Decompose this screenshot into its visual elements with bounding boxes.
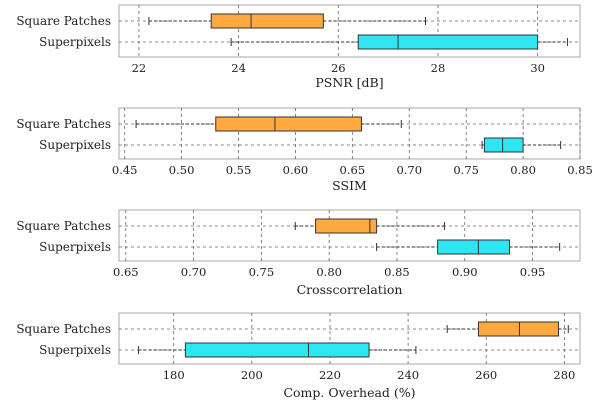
- x-tick-label: 0.75: [249, 265, 275, 279]
- x-tick-label: 30: [530, 61, 545, 75]
- chart-panel-2: 0.45 0.50 0.55 0.60 0.65 0.70 0.75 0.80 0.85 Squa…: [16, 107, 593, 193]
- x-tick-label: 240: [397, 368, 419, 382]
- x-tick-label: 0.60: [283, 163, 309, 177]
- x-tick-label: 24: [231, 61, 246, 75]
- iqr-box: [483, 137, 524, 153]
- plot-frame: [118, 209, 581, 262]
- category-label: Superpixels: [39, 35, 111, 49]
- box-superpixels: [230, 34, 569, 50]
- x-tick-label: 0.65: [340, 163, 366, 177]
- x-tick-label: 0.70: [396, 163, 422, 177]
- x-tick-label: 0.85: [567, 163, 593, 177]
- iqr-box: [315, 218, 378, 234]
- chart-panel-1: 22 24 26 28 30 Square Patches Superpixels PSNR …: [16, 4, 581, 90]
- iqr-box: [357, 34, 539, 50]
- plot-frame: [118, 312, 581, 365]
- box-superpixels: [376, 239, 561, 255]
- iqr-box: [210, 13, 324, 29]
- chart-panel-4: 180 200 220 240 260 280 Square Patches Superpix…: [16, 312, 581, 400]
- iqr-box: [215, 116, 362, 132]
- category-label: Superpixels: [39, 138, 111, 152]
- category-label: Square Patches: [16, 322, 111, 336]
- x-tick-label: 28: [431, 61, 446, 75]
- iqr-box: [477, 321, 560, 337]
- category-label: Square Patches: [16, 117, 111, 131]
- x-tick-label: 0.80: [316, 265, 342, 279]
- box-square-patches: [446, 321, 569, 337]
- x-tick-label: 0.85: [384, 265, 410, 279]
- x-tick-label: 0.55: [226, 163, 252, 177]
- box-square-patches: [135, 116, 402, 132]
- x-axis-label: Comp. Overhead (%): [283, 385, 415, 400]
- x-tick-label: 260: [475, 368, 497, 382]
- x-tick-label: 0.90: [452, 265, 478, 279]
- x-axis-label: PSNR [dB]: [315, 75, 383, 90]
- x-tick-label: 180: [163, 368, 185, 382]
- box-square-patches: [148, 13, 427, 29]
- x-tick-label: 280: [553, 368, 575, 382]
- iqr-box: [437, 239, 510, 255]
- x-tick-label: 0.75: [453, 163, 479, 177]
- x-axis-label: Crosscorrelation: [297, 282, 403, 297]
- category-label: Superpixels: [39, 343, 111, 357]
- x-tick-label: 0.80: [510, 163, 536, 177]
- x-tick-label: 26: [331, 61, 346, 75]
- box-superpixels: [138, 342, 417, 358]
- category-label: Square Patches: [16, 219, 111, 233]
- x-tick-label: 220: [319, 368, 341, 382]
- x-tick-label: 0.50: [169, 163, 195, 177]
- category-label: Superpixels: [39, 240, 111, 254]
- plot-frame: [118, 4, 581, 58]
- x-tick-label: 22: [132, 61, 147, 75]
- x-tick-label: 0.45: [112, 163, 138, 177]
- x-tick-label: 0.70: [181, 265, 207, 279]
- category-label: Square Patches: [16, 14, 111, 28]
- x-tick-label: 0.65: [113, 265, 139, 279]
- chart-panel-3: 0.65 0.70 0.75 0.80 0.85 0.90 0.95 Square Patch…: [16, 209, 581, 297]
- iqr-box: [184, 342, 370, 358]
- box-superpixels: [481, 137, 562, 153]
- x-axis-label: SSIM: [332, 178, 367, 193]
- x-tick-label: 0.95: [520, 265, 546, 279]
- x-tick-label: 200: [241, 368, 263, 382]
- box-square-patches: [294, 218, 445, 234]
